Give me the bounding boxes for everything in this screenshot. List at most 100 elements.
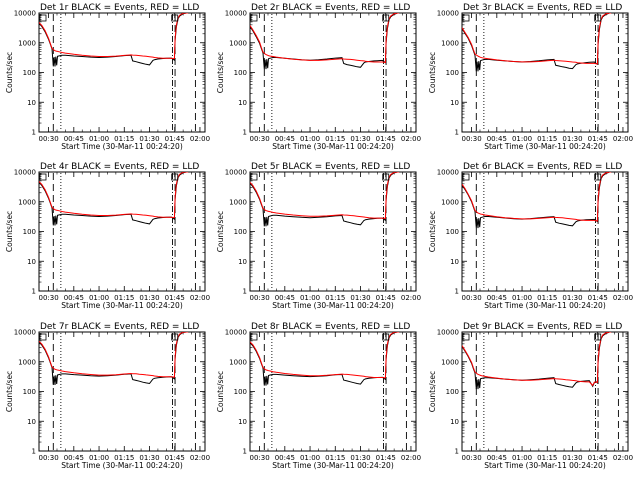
lld-series-line (39, 172, 189, 219)
y-tick-label: 100 (23, 388, 36, 396)
y-tick-label: 10000 (437, 10, 459, 18)
y-axis-label: Counts/sec (216, 52, 225, 93)
y-tick-label: 10000 (225, 10, 247, 18)
y-tick-label: 100 (23, 69, 36, 77)
events-series-line (462, 332, 612, 390)
x-tick-label: 01:45 (376, 135, 396, 143)
corner-marker (171, 14, 179, 22)
x-tick-label: 00:45 (275, 294, 295, 302)
y-axis-label: Counts/sec (5, 52, 14, 93)
corner-marker (250, 14, 258, 22)
y-tick-label: 10000 (14, 169, 36, 177)
corner-marker (171, 173, 179, 181)
y-tick-label: 10 (27, 258, 36, 266)
x-tick-label: 00:30 (461, 135, 481, 143)
corner-marker (171, 333, 179, 341)
detector-panel: Det 5r BLACK = Events, RED = LLD 1 10 100 10… (216, 162, 421, 310)
detector-panel: Det 8r BLACK = Events, RED = LLD 1 10 100 10… (216, 322, 421, 470)
x-tick-label: 01:15 (325, 454, 345, 462)
x-tick-label: 01:00 (89, 294, 109, 302)
x-tick-label: 02:00 (190, 454, 210, 462)
x-tick-label: 00:45 (487, 454, 507, 462)
panel-title: Det 5r BLACK = Events, RED = LLD (251, 162, 410, 172)
y-tick-label: 10 (27, 99, 36, 107)
y-axis-label: Counts/sec (5, 211, 14, 252)
x-tick-label: 01:00 (512, 454, 532, 462)
y-tick-label: 10 (238, 99, 247, 107)
x-tick-label: 00:30 (249, 135, 269, 143)
corner-marker (39, 14, 47, 22)
y-tick-label: 1000 (18, 358, 36, 366)
x-tick-label: 01:15 (114, 135, 134, 143)
x-tick-label: 01:30 (139, 135, 159, 143)
y-tick-label: 1000 (441, 39, 459, 47)
panel-title: Det 2r BLACK = Events, RED = LLD (251, 3, 410, 13)
x-tick-label: 01:45 (588, 135, 608, 143)
corner-marker (250, 333, 258, 341)
y-tick-label: 100 (446, 69, 459, 77)
y-tick-label: 1000 (18, 198, 36, 206)
corner-marker (382, 333, 390, 341)
y-tick-label: 10 (238, 258, 247, 266)
plot-frame (38, 171, 206, 292)
y-tick-label: 1 (32, 448, 36, 456)
panel-title: Det 9r BLACK = Events, RED = LLD (463, 322, 622, 332)
y-tick-label: 1000 (229, 39, 247, 47)
x-tick-label: 01:00 (300, 454, 320, 462)
panel-title: Det 1r BLACK = Events, RED = LLD (40, 3, 199, 13)
y-tick-label: 10 (450, 418, 459, 426)
x-tick-label: 01:45 (165, 454, 185, 462)
x-tick-label: 01:15 (114, 294, 134, 302)
x-tick-label: 00:45 (275, 454, 295, 462)
y-tick-label: 100 (234, 388, 247, 396)
x-tick-label: 01:30 (350, 294, 370, 302)
x-axis-label: Start Time (30-Mar-11 00:24:20) (272, 301, 394, 310)
x-tick-label: 01:00 (300, 294, 320, 302)
x-tick-label: 00:30 (249, 294, 269, 302)
plot-frame (461, 171, 629, 292)
x-tick-label: 02:00 (401, 294, 421, 302)
panel-title: Det 7r BLACK = Events, RED = LLD (40, 322, 199, 332)
x-tick-label: 01:15 (114, 454, 134, 462)
corner-marker (382, 173, 390, 181)
detector-panel: Det 1r BLACK = Events, RED = LLD 1 10 100 10… (5, 3, 210, 151)
y-tick-label: 10 (27, 418, 36, 426)
x-tick-label: 01:00 (512, 294, 532, 302)
events-series-line (250, 172, 400, 227)
y-tick-label: 1 (455, 129, 459, 137)
y-tick-label: 10000 (225, 329, 247, 337)
corner-marker (594, 173, 602, 181)
x-tick-label: 01:15 (325, 135, 345, 143)
y-tick-label: 1 (243, 288, 247, 296)
y-tick-label: 10000 (437, 169, 459, 177)
x-axis-label: Start Time (30-Mar-11 00:24:20) (61, 142, 183, 151)
x-tick-label: 01:30 (139, 294, 159, 302)
y-tick-label: 1 (32, 288, 36, 296)
x-tick-label: 00:30 (461, 454, 481, 462)
y-axis-label: Counts/sec (428, 52, 437, 93)
y-tick-label: 100 (23, 228, 36, 236)
x-tick-label: 01:30 (562, 294, 582, 302)
corner-marker (39, 173, 47, 181)
x-axis-label: Start Time (30-Mar-11 00:24:20) (484, 301, 606, 310)
y-tick-label: 1 (32, 129, 36, 137)
x-axis-label: Start Time (30-Mar-11 00:24:20) (484, 461, 606, 470)
events-series-line (250, 13, 400, 70)
panel-title: Det 6r BLACK = Events, RED = LLD (463, 162, 622, 172)
x-tick-label: 02:00 (613, 294, 633, 302)
y-axis-label: Counts/sec (216, 371, 225, 412)
x-tick-label: 01:30 (562, 135, 582, 143)
x-tick-label: 01:00 (89, 454, 109, 462)
y-tick-label: 10000 (225, 169, 247, 177)
y-tick-label: 1000 (229, 358, 247, 366)
events-series-line (462, 172, 612, 229)
lld-series-line (39, 13, 189, 60)
lld-series-line (462, 13, 612, 65)
plot-frame (249, 331, 417, 452)
x-tick-label: 00:45 (487, 135, 507, 143)
y-tick-label: 10 (450, 99, 459, 107)
panel-title: Det 4r BLACK = Events, RED = LLD (40, 162, 199, 172)
detector-panel: Det 3r BLACK = Events, RED = LLD 1 10 100 10… (428, 3, 633, 151)
y-tick-label: 1 (455, 288, 459, 296)
plot-frame (461, 331, 629, 452)
